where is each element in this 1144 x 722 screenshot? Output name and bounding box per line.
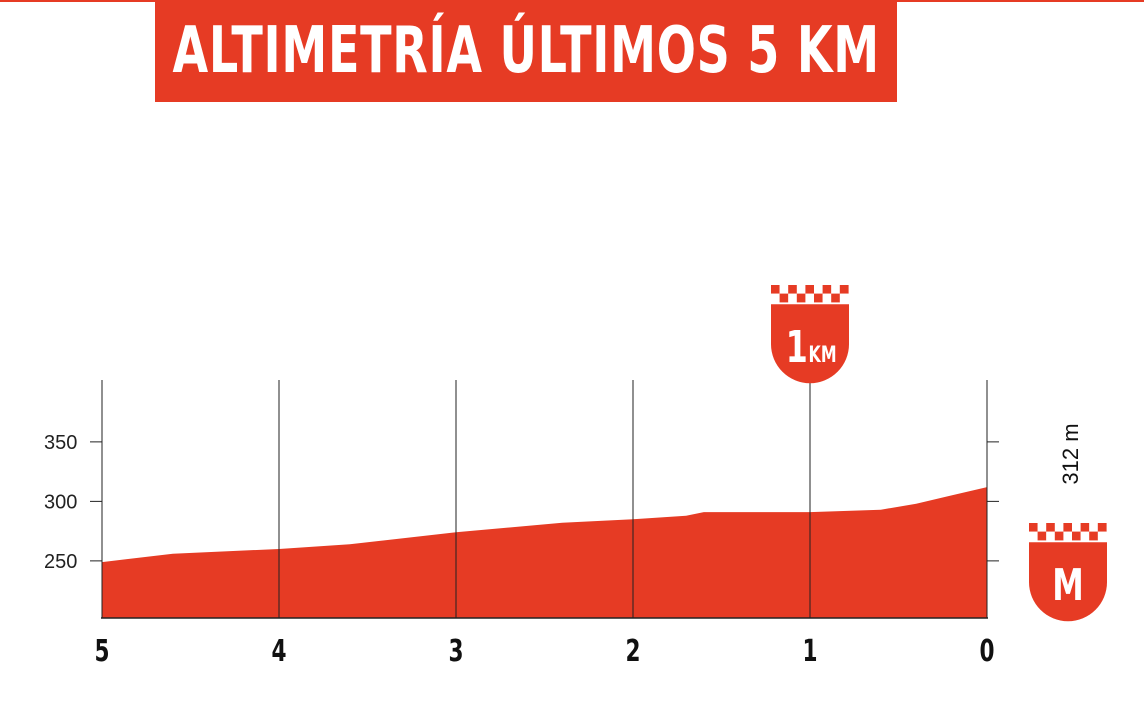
y-tick-label: 250: [44, 551, 77, 573]
badge-shield: [1029, 542, 1107, 622]
x-tick-label: 3: [448, 635, 463, 669]
checker-square: [779, 293, 789, 303]
checker-square: [1080, 531, 1090, 541]
x-tick-label: 4: [271, 635, 286, 669]
title-banner: ALTIMETRÍA ÚLTIMOS 5 KM: [155, 0, 897, 102]
checker-square: [822, 293, 832, 303]
checker-square: [1072, 523, 1081, 532]
checker-square: [1097, 531, 1107, 541]
checker-square: [779, 285, 789, 294]
checker-square: [788, 285, 797, 294]
checker-square: [814, 285, 823, 294]
checker-square: [1063, 531, 1073, 541]
checker-square: [796, 293, 806, 303]
checker-square: [822, 285, 832, 294]
checker-square: [771, 285, 780, 294]
checker-square: [771, 293, 780, 303]
badge-shield: [771, 304, 849, 384]
flamme-rouge-badge: 1 KM: [771, 285, 849, 384]
checker-square: [1089, 531, 1098, 541]
checker-square: [1054, 523, 1064, 532]
checker-square: [839, 293, 849, 303]
checker-square: [831, 293, 840, 303]
checker-square: [1046, 531, 1055, 541]
finish-altitude-label: 312 m: [1058, 423, 1083, 484]
checker-square: [805, 293, 815, 303]
checker-square: [805, 285, 815, 294]
checker-square: [1046, 523, 1055, 532]
checker-square: [1029, 523, 1038, 532]
checker-square: [1037, 523, 1047, 532]
x-tick-label: 5: [94, 635, 109, 669]
checker-square: [1054, 531, 1064, 541]
finish-badge: M: [1029, 523, 1107, 622]
x-tick-label: 2: [625, 635, 640, 669]
checker-square: [1097, 523, 1107, 532]
finish-letter: M: [1052, 560, 1084, 612]
checker-square: [814, 293, 823, 303]
checker-square: [796, 285, 806, 294]
checker-square: [839, 285, 849, 294]
checker-square: [1063, 523, 1073, 532]
checker-square: [831, 285, 840, 294]
y-tick-label: 300: [44, 491, 77, 513]
flamme-rouge-unit: KM: [809, 342, 837, 368]
checker-square: [1080, 523, 1090, 532]
checker-square: [1072, 531, 1081, 541]
x-tick-label: 0: [979, 635, 994, 669]
elevation-area: [102, 487, 987, 618]
chart-title: ALTIMETRÍA ÚLTIMOS 5 KM: [172, 14, 880, 88]
flamme-rouge-number: 1: [786, 322, 808, 374]
y-tick-label: 350: [44, 432, 77, 454]
x-tick-label: 1: [802, 635, 817, 669]
checker-square: [1037, 531, 1047, 541]
checker-square: [1089, 523, 1098, 532]
checker-square: [1029, 531, 1038, 541]
checker-square: [788, 293, 797, 303]
